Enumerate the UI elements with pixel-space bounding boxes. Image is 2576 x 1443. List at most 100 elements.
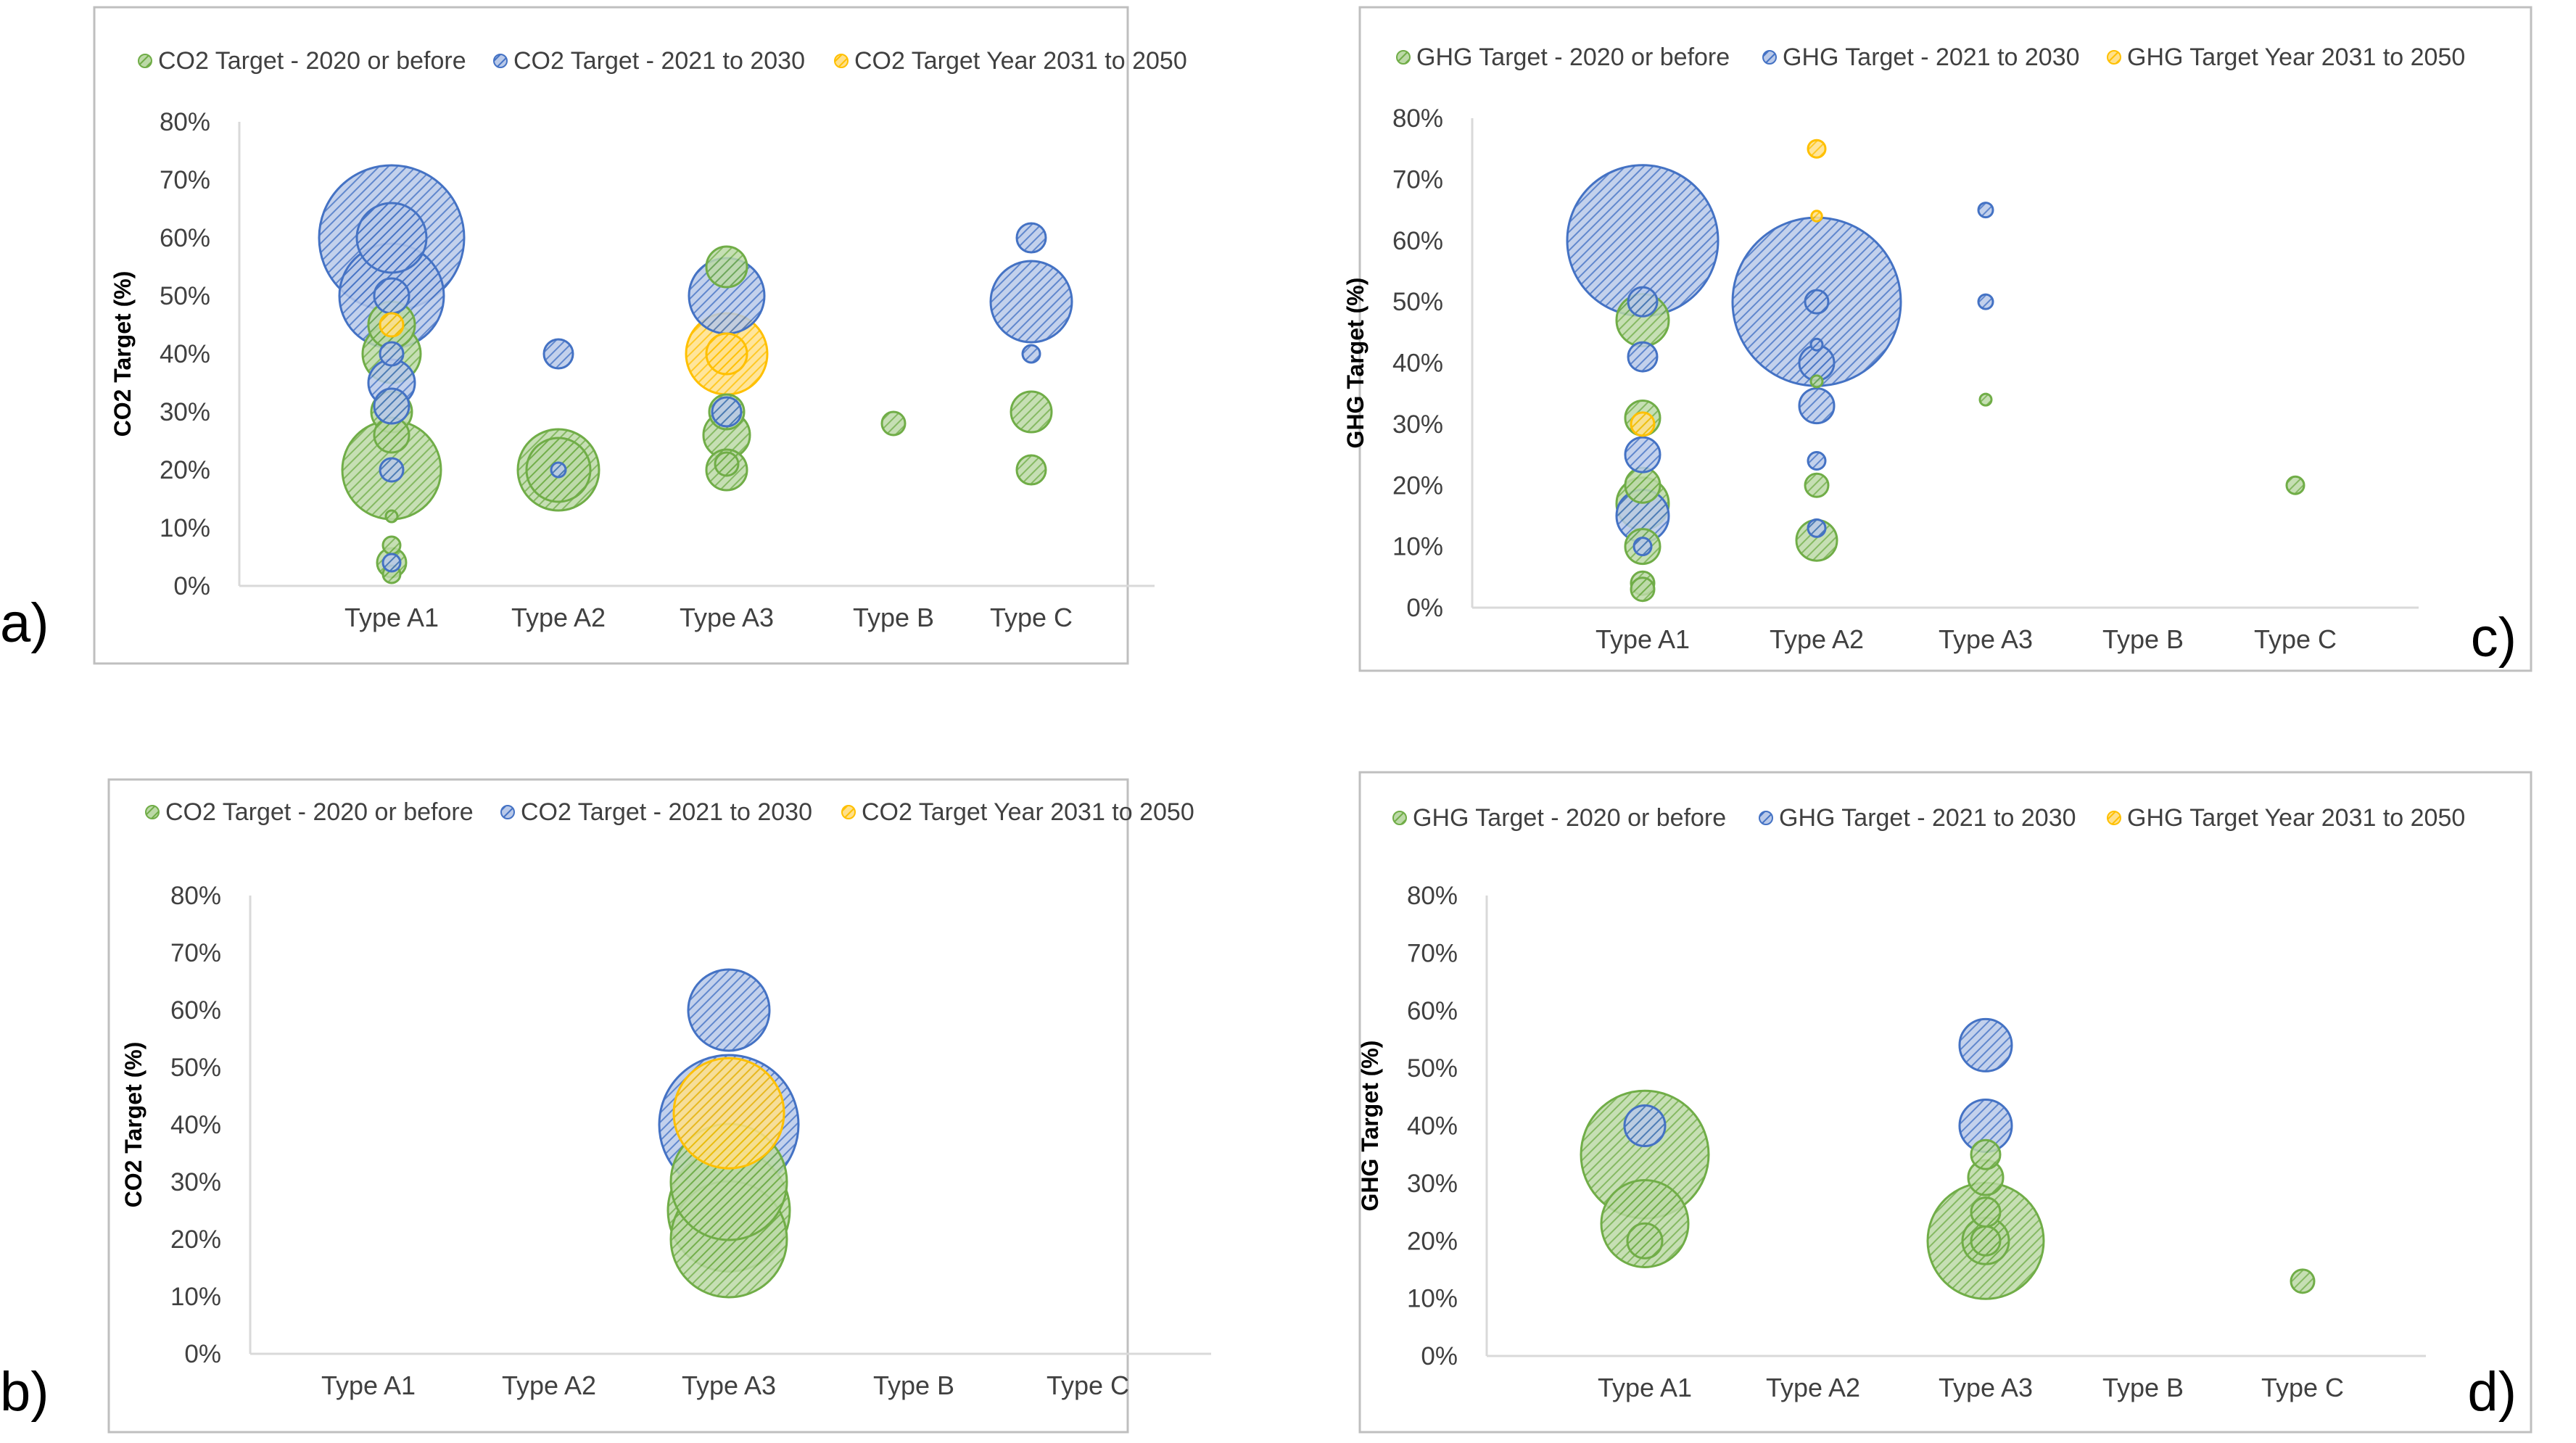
- data-bubble: [1010, 390, 1053, 434]
- data-bubble: [373, 387, 410, 425]
- y-axis-title: GHG Target (%): [1357, 1041, 1383, 1212]
- x-tick-label: Type A1: [321, 1370, 416, 1400]
- y-tick-label: 0%: [1406, 594, 1443, 622]
- y-tick-label: 50%: [1392, 288, 1443, 316]
- y-tick-label: 60%: [170, 996, 221, 1025]
- x-tick-label: Type A2: [511, 603, 606, 632]
- data-bubble: [1970, 1196, 2002, 1228]
- legend-entry: CO2 Target - 2021 to 2030: [521, 798, 812, 826]
- y-tick-label: 80%: [170, 882, 221, 910]
- y-tick-label: 10%: [1392, 533, 1443, 561]
- legend-marker-0: [145, 805, 160, 819]
- data-bubble: [381, 535, 402, 555]
- data-bubble: [714, 451, 740, 477]
- data-bubble: [1978, 392, 1993, 407]
- data-bubble: [1630, 411, 1656, 437]
- y-tick-label: 50%: [160, 282, 210, 310]
- y-axis-title: CO2 Target (%): [120, 1042, 146, 1208]
- legend-marker-2: [2107, 50, 2121, 65]
- data-bubble: [1804, 472, 1830, 498]
- data-bubble: [1804, 289, 1830, 315]
- data-bubble: [687, 968, 771, 1052]
- x-tick-label: Type A2: [1770, 624, 1864, 654]
- y-tick-label: 30%: [1407, 1170, 1458, 1198]
- y-tick-label: 80%: [1407, 882, 1458, 910]
- y-axis-title: CO2 Target (%): [110, 271, 136, 437]
- data-bubble: [1627, 286, 1659, 318]
- y-tick-label: 10%: [1407, 1285, 1458, 1313]
- legend-marker-2: [2107, 811, 2121, 825]
- legend-entry: CO2 Target - 2021 to 2030: [513, 47, 805, 75]
- data-bubble: [1021, 344, 1041, 364]
- y-tick-label: 30%: [1392, 410, 1443, 439]
- data-bubble: [550, 461, 567, 479]
- chart-panel-b: CO2 Target - 2020 or before CO2 Target - …: [0, 778, 1211, 1434]
- data-bubble: [1809, 374, 1824, 389]
- chart-panel-d: GHG Target - 2020 or before GHG Target - …: [1357, 771, 2532, 1434]
- x-tick-label: Type C: [2261, 1373, 2344, 1402]
- x-tick-label: Type A3: [1939, 1373, 2033, 1402]
- legend-entry: GHG Target - 2021 to 2030: [1779, 804, 2076, 832]
- panel-label: c): [2471, 607, 2517, 669]
- data-bubble: [1958, 1017, 2013, 1072]
- y-tick-label: 80%: [160, 108, 210, 136]
- legend-marker-0: [138, 54, 152, 68]
- legend-marker-1: [1762, 50, 1777, 65]
- data-bubble: [2290, 1268, 2316, 1294]
- y-tick-label: 30%: [160, 398, 210, 426]
- data-bubble: [379, 312, 405, 338]
- legend-marker-1: [493, 54, 508, 68]
- chart-frame: [93, 6, 1129, 665]
- legend-entry: CO2 Target Year 2031 to 2050: [854, 47, 1187, 75]
- x-tick-label: Type B: [2102, 1373, 2184, 1402]
- legend-marker-0: [1396, 50, 1411, 65]
- x-tick-label: Type B: [873, 1370, 954, 1400]
- data-bubble: [2285, 475, 2305, 495]
- data-bubble: [1623, 1104, 1667, 1147]
- data-bubble: [384, 509, 399, 524]
- x-tick-label: Type A3: [680, 603, 774, 632]
- y-tick-label: 50%: [1407, 1054, 1458, 1083]
- legend-entry: GHG Target - 2020 or before: [1416, 44, 1730, 71]
- x-tick-label: Type A1: [344, 603, 439, 632]
- y-tick-label: 20%: [1407, 1227, 1458, 1255]
- legend-entry: GHG Target Year 2031 to 2050: [2127, 804, 2465, 832]
- data-bubble: [1807, 138, 1827, 159]
- legend-entry: CO2 Target Year 2031 to 2050: [862, 798, 1194, 826]
- panel-label: a): [0, 592, 49, 654]
- x-tick-label: Type A2: [502, 1370, 596, 1400]
- y-tick-label: 70%: [160, 166, 210, 194]
- x-tick-label: Type C: [1046, 1370, 1129, 1400]
- chart-panel-c: GHG Target - 2020 or before GHG Target - …: [1342, 6, 2532, 672]
- x-tick-label: Type C: [2254, 624, 2337, 654]
- panel-label: b): [0, 1361, 49, 1423]
- data-bubble: [989, 260, 1073, 344]
- data-bubble: [1807, 518, 1827, 538]
- data-bubble: [1970, 1138, 2002, 1170]
- legend-entry: GHG Target - 2021 to 2030: [1783, 44, 2080, 71]
- data-bubble: [1632, 537, 1653, 557]
- x-tick-label: Type B: [853, 603, 934, 632]
- data-bubble: [1626, 1222, 1664, 1260]
- data-bubble: [1798, 387, 1836, 425]
- data-bubble: [381, 553, 402, 573]
- data-bubble: [705, 332, 748, 376]
- legend-marker-2: [841, 805, 856, 819]
- y-tick-label: 20%: [160, 456, 210, 484]
- y-tick-label: 10%: [160, 514, 210, 542]
- chart-frame: [1358, 771, 2532, 1434]
- y-tick-label: 20%: [1392, 471, 1443, 500]
- data-bubble: [711, 396, 743, 428]
- data-bubble: [1624, 436, 1661, 474]
- data-bubble: [672, 1057, 785, 1170]
- legend-marker-1: [500, 805, 515, 819]
- data-bubble: [1977, 293, 1994, 310]
- y-tick-label: 70%: [170, 939, 221, 967]
- y-tick-label: 40%: [1392, 350, 1443, 378]
- legend-entry: GHG Target - 2020 or before: [1413, 804, 1726, 832]
- data-bubble: [1627, 341, 1659, 373]
- legend-entry: CO2 Target - 2020 or before: [165, 798, 474, 826]
- x-tick-label: Type A1: [1598, 1373, 1692, 1402]
- data-bubble: [1630, 576, 1656, 603]
